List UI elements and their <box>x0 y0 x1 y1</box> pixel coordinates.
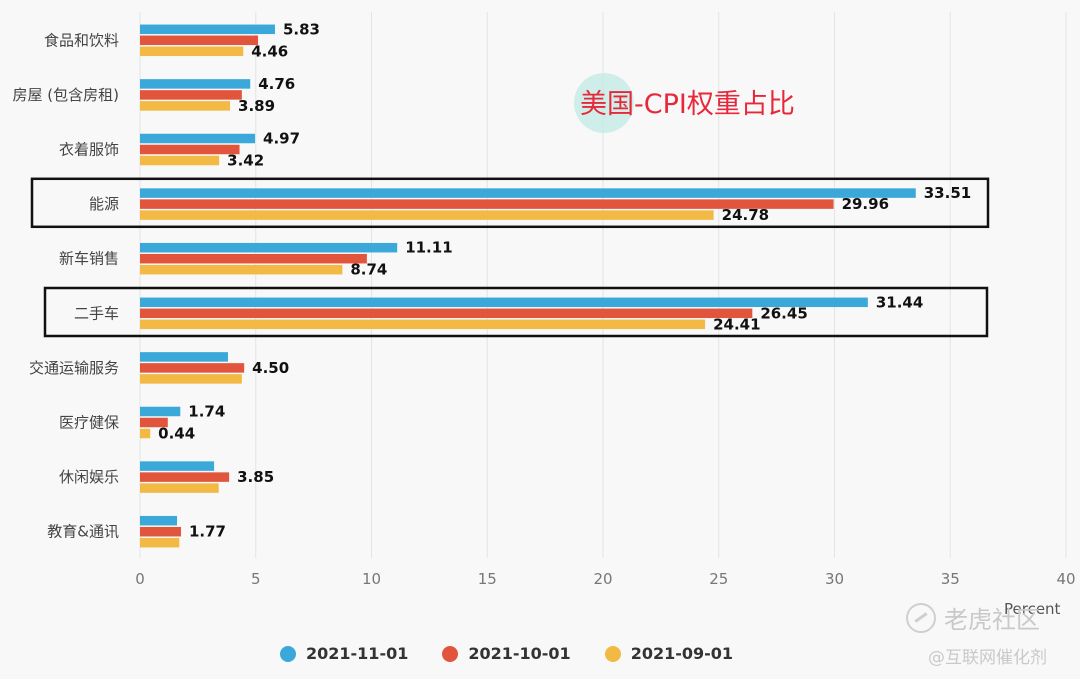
highlight-boxes <box>30 177 990 338</box>
data-label: 24.41 <box>713 315 760 333</box>
data-label: 1.77 <box>189 523 226 541</box>
legend-label-series-1: 2021-10-01 <box>468 644 571 663</box>
bar[interactable] <box>140 188 916 198</box>
bar[interactable] <box>140 90 242 100</box>
legend-item-series-0[interactable]: 2021-11-01 <box>280 644 408 663</box>
x-tick-label: 35 <box>941 570 960 588</box>
bar[interactable] <box>140 537 180 548</box>
legend-label-series-2: 2021-09-01 <box>630 644 734 663</box>
category-label: 衣着服饰 <box>59 141 119 159</box>
data-label: 24.78 <box>722 206 769 224</box>
watermark: 老虎社区 @互联网催化剂 <box>906 600 1066 668</box>
data-label: 3.42 <box>227 152 264 170</box>
data-label: 33.51 <box>924 184 971 202</box>
highlight-box <box>43 286 989 338</box>
category-label: 食品和饮料 <box>44 31 119 49</box>
data-label: 11.11 <box>405 239 452 257</box>
data-label: 1.74 <box>188 403 225 421</box>
x-tick-label: 10 <box>362 570 381 588</box>
bar[interactable] <box>140 515 178 526</box>
category-label: 房屋 (包含房租) <box>13 86 119 104</box>
bar[interactable] <box>140 472 230 482</box>
bar[interactable] <box>140 406 181 417</box>
highlight-box <box>30 177 990 229</box>
x-axis-unit-label: Percent <box>1004 600 1061 618</box>
bar[interactable] <box>140 199 834 209</box>
bar[interactable] <box>140 133 256 144</box>
chart-title: 美国-CPI权重占比 <box>580 89 795 120</box>
watermark-brand-row: 老虎社区 <box>906 600 1066 635</box>
category-label: 能源 <box>89 195 119 213</box>
data-label: 31.44 <box>876 293 923 311</box>
bar[interactable] <box>140 210 714 220</box>
data-label: 4.50 <box>252 359 289 377</box>
legend-label-series-0: 2021-11-01 <box>306 644 409 663</box>
title-decoration <box>574 73 634 133</box>
legend-marker-series-1 <box>442 645 459 662</box>
category-label: 教育&通讯 <box>47 523 119 541</box>
bar[interactable] <box>140 144 240 155</box>
x-tick-label: 5 <box>251 570 261 588</box>
bar[interactable] <box>140 79 251 89</box>
legend-marker-series-0 <box>280 645 296 662</box>
category-label: 医疗健保 <box>59 414 119 432</box>
data-label: 4.97 <box>263 130 300 148</box>
category-label: 新车销售 <box>59 250 119 268</box>
x-tick-label: 20 <box>593 570 612 588</box>
watermark-source: @互联网催化剂 <box>928 648 1047 668</box>
value-labels: 5.83 4.46 4.76 3.89 4.97 3.42 33.51 29.96 24.78 1… <box>158 20 971 540</box>
bar[interactable] <box>140 428 151 439</box>
data-label: 4.46 <box>251 42 288 60</box>
bar[interactable] <box>140 483 219 493</box>
data-label: 26.45 <box>760 304 807 322</box>
bar[interactable] <box>140 374 242 384</box>
x-tick-label: 0 <box>135 570 145 588</box>
bar[interactable] <box>140 319 706 330</box>
bars-group <box>140 24 916 548</box>
bar[interactable] <box>140 352 228 362</box>
x-tick-label: 40 <box>1056 570 1075 588</box>
bar[interactable] <box>140 308 753 319</box>
category-label: 二手车 <box>74 304 119 322</box>
data-label: 5.83 <box>283 20 320 38</box>
brand-logo-icon <box>906 602 936 633</box>
x-tick-label: 25 <box>709 570 728 588</box>
bar[interactable] <box>140 253 367 264</box>
legend: 2021-11-01 2021-10-01 2021-09-01 <box>280 644 733 663</box>
legend-item-series-1[interactable]: 2021-10-01 <box>442 644 571 663</box>
x-tick-label: 30 <box>825 570 844 588</box>
bar[interactable] <box>140 264 343 275</box>
watermark-brand: 老虎社区 <box>944 606 1040 634</box>
x-tick-label: 15 <box>478 570 497 588</box>
bar[interactable] <box>140 526 181 537</box>
bar[interactable] <box>140 46 244 57</box>
legend-marker-series-2 <box>604 645 621 662</box>
bar[interactable] <box>140 242 398 253</box>
category-label: 休闲娱乐 <box>59 468 119 486</box>
data-label: 3.89 <box>238 97 275 115</box>
bar[interactable] <box>140 297 868 308</box>
bar[interactable] <box>140 461 215 471</box>
x-axis-ticks: 0 5 10 15 20 25 30 35 40 <box>135 570 1075 588</box>
bar[interactable] <box>140 24 275 35</box>
bar[interactable] <box>140 155 220 166</box>
bar[interactable] <box>140 101 231 111</box>
data-label: 29.96 <box>842 195 889 213</box>
legend-item-series-2[interactable]: 2021-09-01 <box>604 644 734 663</box>
data-label: 8.74 <box>350 261 387 279</box>
data-label: 3.85 <box>237 468 274 486</box>
bar[interactable] <box>140 417 168 428</box>
data-label: 4.76 <box>258 75 295 93</box>
data-label: 0.44 <box>158 425 195 443</box>
bar[interactable] <box>140 363 245 373</box>
category-label: 交通运输服务 <box>29 359 119 377</box>
bar[interactable] <box>140 35 259 46</box>
title-group: 美国-CPI权重占比 <box>574 73 795 133</box>
